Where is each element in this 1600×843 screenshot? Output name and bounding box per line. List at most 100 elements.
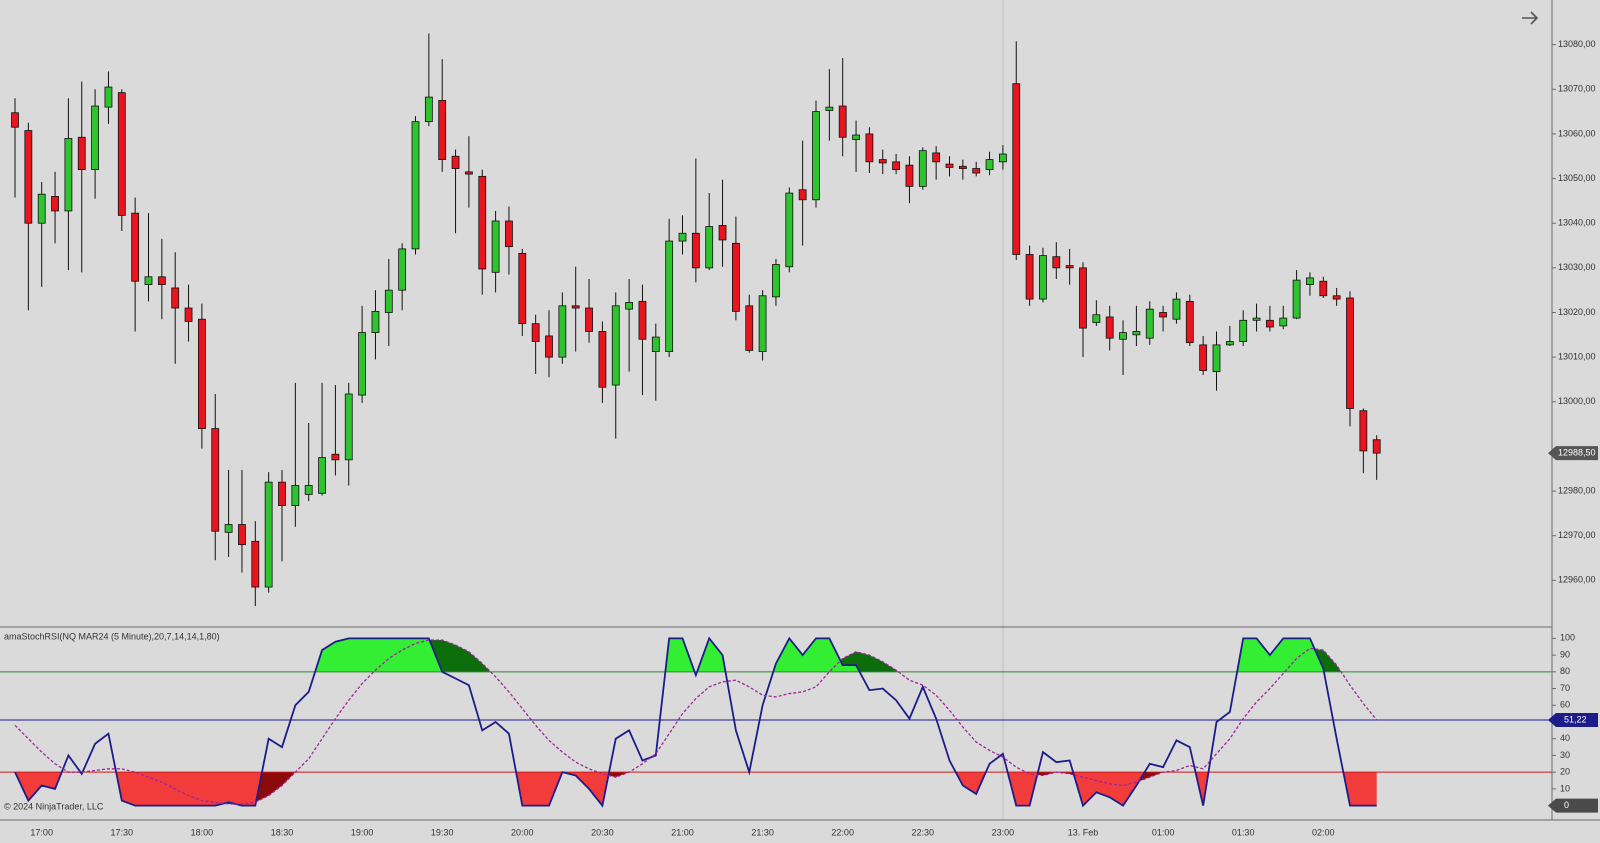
candle-body [1266,319,1274,328]
candle-body [157,276,166,285]
candle-body [1012,83,1021,255]
y-tick-label: 13050,00 [1558,173,1596,183]
x-tick-label: 19:30 [431,827,454,837]
candle-body [91,105,99,171]
x-tick-label: 21:30 [751,827,774,837]
y-tick-label: 12980,00 [1558,485,1596,495]
x-tick-label: 01:30 [1232,827,1255,837]
candle-body [438,100,447,160]
candle-body [1372,439,1381,454]
arrow-icon[interactable] [1522,11,1539,25]
candle-body [718,225,727,241]
candle-body [1172,298,1181,320]
candle-body [972,168,981,174]
y-tick-label: 13080,00 [1558,39,1596,49]
candle-body [932,152,941,163]
candle-body [545,335,553,358]
candle-body [1225,341,1234,346]
candle-body [611,305,620,386]
candle-body [918,150,927,187]
y-tick-label: 12960,00 [1558,575,1596,585]
candle-body [571,305,580,309]
candle-body [1292,279,1301,319]
candle-body [424,96,433,123]
candle-body [117,92,126,216]
candle-body [825,106,834,111]
candle-body [732,242,740,312]
candle-body [1079,267,1087,329]
candle-body [772,264,780,298]
candle-body [478,175,487,270]
candle-body [945,163,954,168]
candle-body [505,220,513,248]
y-tick-label: 100 [1560,633,1575,643]
candle-body [318,457,326,494]
candle-body [1052,256,1061,269]
x-tick-label: 02:00 [1312,827,1335,837]
x-tick-label: 17:00 [30,827,53,837]
value-marker-label: 0 [1564,800,1569,810]
candle-body [251,540,260,588]
x-tick-label: 22:00 [831,827,854,837]
x-tick-label: 20:30 [591,827,614,837]
candle-body [1119,332,1127,340]
candle-body [24,130,33,224]
y-tick-label: 90 [1560,649,1570,659]
y-tick-label: 12970,00 [1558,530,1596,540]
candle-body [878,159,887,164]
candle-body [1279,317,1288,327]
candle-body [865,133,874,163]
candle-body [1306,277,1314,285]
y-tick-label: 40 [1560,733,1570,743]
y-tick-label: 10 [1560,783,1570,793]
candle-body [812,111,820,201]
y-tick-label: 70 [1560,683,1570,693]
stoch-line [14,636,1377,808]
y-tick-label: 30 [1560,750,1570,760]
x-tick-label: 23:00 [992,827,1015,837]
x-tick-label: 18:00 [191,827,214,837]
candle-body [238,524,246,546]
candle-body [758,295,767,352]
x-tick-label: 19:00 [351,827,374,837]
candle-body [264,481,273,588]
candle-body [304,485,313,495]
indicator-title: amaStochRSI(NQ MAR24 (5 Minute),20,7,14,… [4,631,220,641]
candle-body [638,300,647,340]
candle-body [358,332,367,396]
candle-body [224,524,233,533]
candle-body [518,252,527,325]
candle-body [371,310,380,333]
candle-body [1145,308,1154,339]
candle-body [1212,344,1221,373]
y-tick-label: 80 [1560,666,1570,676]
candle-body [798,189,807,201]
candle-body [691,232,700,269]
candle-body [531,323,540,342]
y-tick-label: 13040,00 [1558,218,1596,228]
value-marker [1548,712,1598,727]
candle-body [344,393,353,461]
candle-body [892,161,900,171]
candle-body [705,226,714,269]
x-tick-label: 22:30 [912,827,935,837]
candle-body [131,212,140,282]
candle-body [1132,331,1141,336]
candle-body [398,248,407,291]
candle-body [665,240,674,352]
candle-body [171,287,180,309]
candle-body [1239,319,1248,342]
x-tick-label: 17:30 [111,827,134,837]
candle-body [184,307,193,322]
candle-body [64,137,73,212]
candle-body [464,171,473,175]
candle-body [1332,295,1341,300]
candle-body [838,105,847,138]
candle-body [745,305,754,351]
value-marker-label: 51,22 [1564,714,1587,724]
candle-body [625,302,633,310]
zone-fill [15,772,1377,806]
x-tick-label: 18:30 [271,827,294,837]
